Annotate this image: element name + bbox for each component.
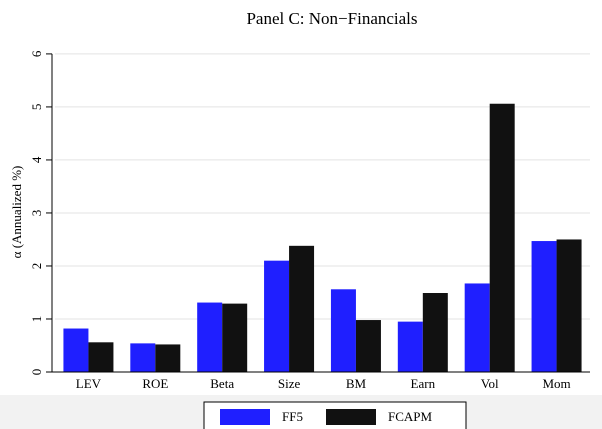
- bar: [330, 289, 356, 372]
- bar: [63, 328, 89, 372]
- legend-swatch: [220, 409, 270, 425]
- x-tick-label: BM: [346, 376, 367, 391]
- legend-swatch: [326, 409, 376, 425]
- x-tick-label: Earn: [411, 376, 436, 391]
- bar: [222, 303, 248, 372]
- y-tick-label: 6: [29, 50, 44, 57]
- bar: [130, 343, 156, 372]
- bar: [556, 239, 582, 372]
- x-tick-label: Beta: [210, 376, 234, 391]
- y-axis-label: α (Annualized %): [9, 166, 24, 259]
- bar: [489, 103, 515, 372]
- bar: [197, 302, 223, 372]
- bar: [422, 293, 448, 372]
- bar: [464, 283, 490, 372]
- y-tick-label: 3: [29, 210, 44, 217]
- bar: [264, 260, 290, 372]
- y-tick-label: 2: [29, 263, 44, 270]
- x-tick-label: ROE: [142, 376, 168, 391]
- y-tick-label: 5: [29, 104, 44, 111]
- bar: [531, 241, 557, 372]
- bar: [397, 321, 423, 372]
- x-tick-label: Mom: [542, 376, 570, 391]
- bar: [155, 344, 181, 372]
- legend-label: FCAPM: [388, 409, 433, 424]
- bar: [355, 320, 381, 372]
- x-tick-label: LEV: [76, 376, 102, 391]
- legend-label: FF5: [282, 409, 303, 424]
- y-tick-label: 0: [29, 369, 44, 376]
- x-tick-label: Size: [278, 376, 301, 391]
- chart-title: Panel C: Non−Financials: [246, 9, 417, 28]
- bar: [88, 342, 114, 372]
- y-tick-label: 1: [29, 316, 44, 323]
- bar: [289, 245, 315, 372]
- x-tick-label: Vol: [481, 376, 499, 391]
- y-tick-label: 4: [29, 156, 44, 163]
